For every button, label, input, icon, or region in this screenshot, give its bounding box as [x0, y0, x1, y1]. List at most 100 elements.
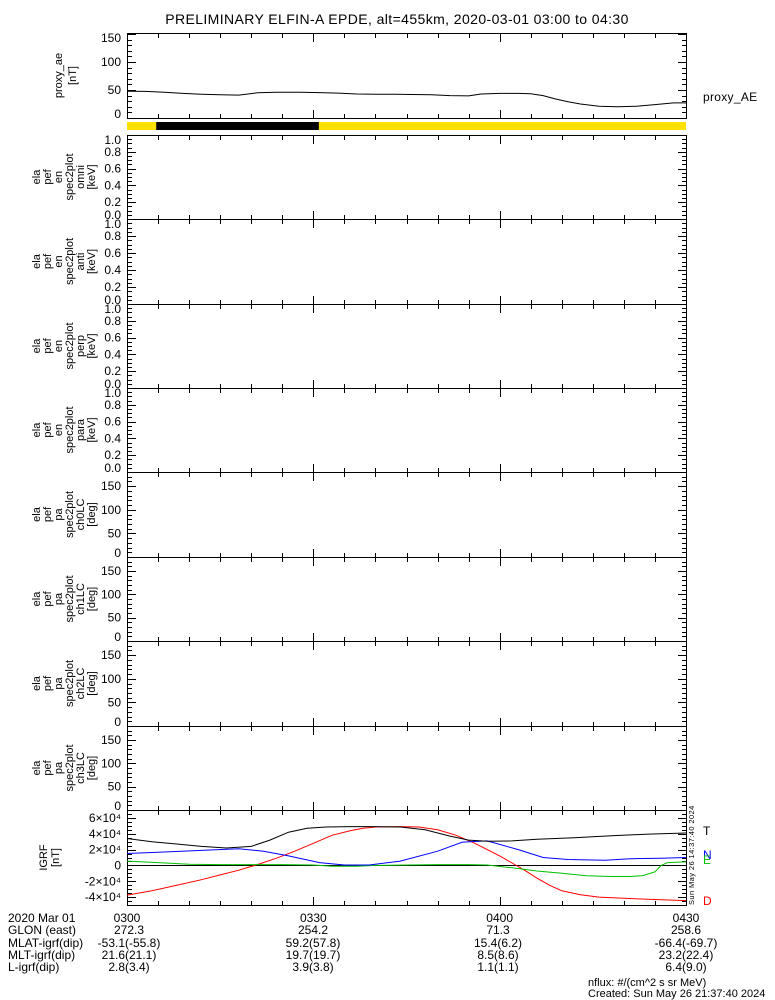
y-axis-label-line: [nT] [67, 66, 79, 85]
y-tick-label: 0.0 [104, 293, 121, 307]
y-tick-label: 150 [101, 733, 121, 747]
panel-border [127, 557, 687, 642]
y-tick-label: 150 [101, 479, 121, 493]
y-axis-label-line: pef [42, 759, 54, 775]
table-cell: 258.6 [670, 923, 702, 937]
date-label: 2020 Mar 01 [8, 911, 76, 925]
y-axis-label-line: ela [31, 675, 43, 691]
panel-border [127, 304, 687, 389]
status-band-segment [156, 122, 319, 130]
y-tick-label: 0.0 [104, 461, 121, 475]
panel-border [127, 810, 687, 906]
y-axis-label-line: spec2plot [64, 744, 76, 791]
panel-border [127, 472, 687, 558]
y-tick-label: 0.6 [104, 331, 121, 345]
y-tick-label: 0.8 [104, 229, 121, 243]
series-proxy_AE-line [126, 90, 686, 108]
y-axis-label-line: spec2plot [64, 406, 76, 453]
time-tick-label: 0330 [299, 911, 327, 925]
y-tick-label: 150 [101, 564, 121, 578]
table-cell: 272.3 [113, 923, 145, 937]
table-cell: 71.3 [486, 923, 510, 937]
y-axis-label-line: spec2plot [64, 153, 76, 200]
y-tick-label: 0.8 [104, 398, 121, 412]
y-tick-label: 0.2 [104, 448, 121, 462]
status-band-segment [318, 122, 686, 130]
y-axis-label-line: [nT] [50, 848, 62, 867]
series-N-line [126, 840, 687, 866]
legend-label-D: D [703, 894, 712, 908]
legend-label-E: E [703, 853, 712, 867]
y-axis-label-line: [keV] [86, 164, 98, 189]
y-tick-label: 0.2 [104, 195, 121, 209]
y-tick-label: 100 [101, 587, 121, 601]
y-tick-label: 0 [114, 107, 121, 121]
y-axis-label-line: ela [31, 422, 43, 438]
time-tick-label: 0400 [486, 911, 514, 925]
y-tick-label: 50 [108, 780, 122, 794]
y-tick-label: 100 [101, 672, 121, 686]
time-tick-label: 0300 [113, 911, 141, 925]
y-tick-label: 100 [101, 503, 121, 517]
y-axis-label-line: spec2plot [64, 322, 76, 369]
table-cell: 21.6(21.1) [101, 948, 157, 962]
legend-label-N: N [703, 848, 712, 862]
series-E-line [126, 860, 687, 877]
y-axis-label-line: pef [42, 675, 54, 691]
y-tick-label: 1.0 [104, 133, 121, 147]
y-tick-label: 1.0 [104, 302, 121, 316]
y-axis-label-line: en [53, 171, 65, 183]
table-cell: 1.1(1.1) [477, 960, 519, 974]
y-axis-label-line: en [53, 255, 65, 267]
y-axis-label-line: pa [53, 592, 65, 605]
panel-border [127, 641, 687, 727]
y-tick-label: 0.2 [104, 280, 121, 294]
y-axis-label-line: pef [42, 421, 54, 437]
y-tick-label: 0.4 [104, 263, 121, 277]
proxy-ae-series-label: proxy_AE [703, 90, 758, 104]
table-cell: 2.8(3.4) [108, 960, 150, 974]
table-cell: 15.4(6.2) [473, 936, 523, 950]
y-axis-label-line: IGRF [38, 844, 50, 871]
y-axis-label-line: pef [42, 337, 54, 353]
y-axis-label-line: [keV] [86, 333, 98, 358]
y-axis-label-line: ela [31, 169, 43, 185]
y-axis-label-line: anti [75, 253, 87, 271]
created-note: Created: Sun May 26 21:37:40 2024 [588, 988, 766, 1000]
y-tick-label: 50 [108, 695, 122, 709]
y-axis-label-line: pa [53, 508, 65, 521]
y-axis-label-line: en [53, 424, 65, 436]
y-axis-label-line: pef [42, 253, 54, 269]
panel-border [127, 388, 687, 473]
y-axis-label-line: [deg] [86, 502, 98, 526]
y-axis-label-line: spec2plot [64, 660, 76, 707]
y-axis-label-line: [deg] [86, 671, 98, 695]
y-axis-label-line: pa [53, 677, 65, 690]
y-tick-label: 50 [108, 526, 122, 540]
y-tick-label: 150 [101, 648, 121, 662]
y-tick-label: 0.0 [104, 377, 121, 391]
y-tick-label: 0.6 [104, 162, 121, 176]
y-axis-label-line: en [53, 340, 65, 352]
y-axis-label-line: spec2plot [64, 575, 76, 622]
y-tick-label: 100 [101, 756, 121, 770]
y-tick-label: 0.8 [104, 145, 121, 159]
y-axis-label-line: spec2plot [64, 491, 76, 538]
created-timestamp-vertical: Sun May 26 14:37:40 2024 [687, 805, 696, 905]
status-band-segment [127, 122, 157, 130]
y-axis-label-line: ch3LC [75, 752, 87, 784]
y-axis-label-line: ela [31, 253, 43, 269]
flux-units-note: nflux: #/(cm^2 s sr MeV) [588, 977, 707, 989]
panel-border [127, 135, 687, 220]
y-tick-label: 0.4 [104, 431, 121, 445]
y-axis-label-line: proxy_ae [53, 53, 65, 98]
y-tick-label: 0.4 [104, 178, 121, 192]
y-axis-label-line: ela [31, 591, 43, 607]
table-row-label: MLT-igrf(dip) [8, 948, 76, 962]
table-cell: 59.2(57.8) [285, 936, 341, 950]
y-tick-label: 0 [114, 799, 121, 813]
table-cell: 23.2(22.4) [658, 948, 714, 962]
table-row-label: MLAT-igrf(dip) [8, 936, 84, 950]
